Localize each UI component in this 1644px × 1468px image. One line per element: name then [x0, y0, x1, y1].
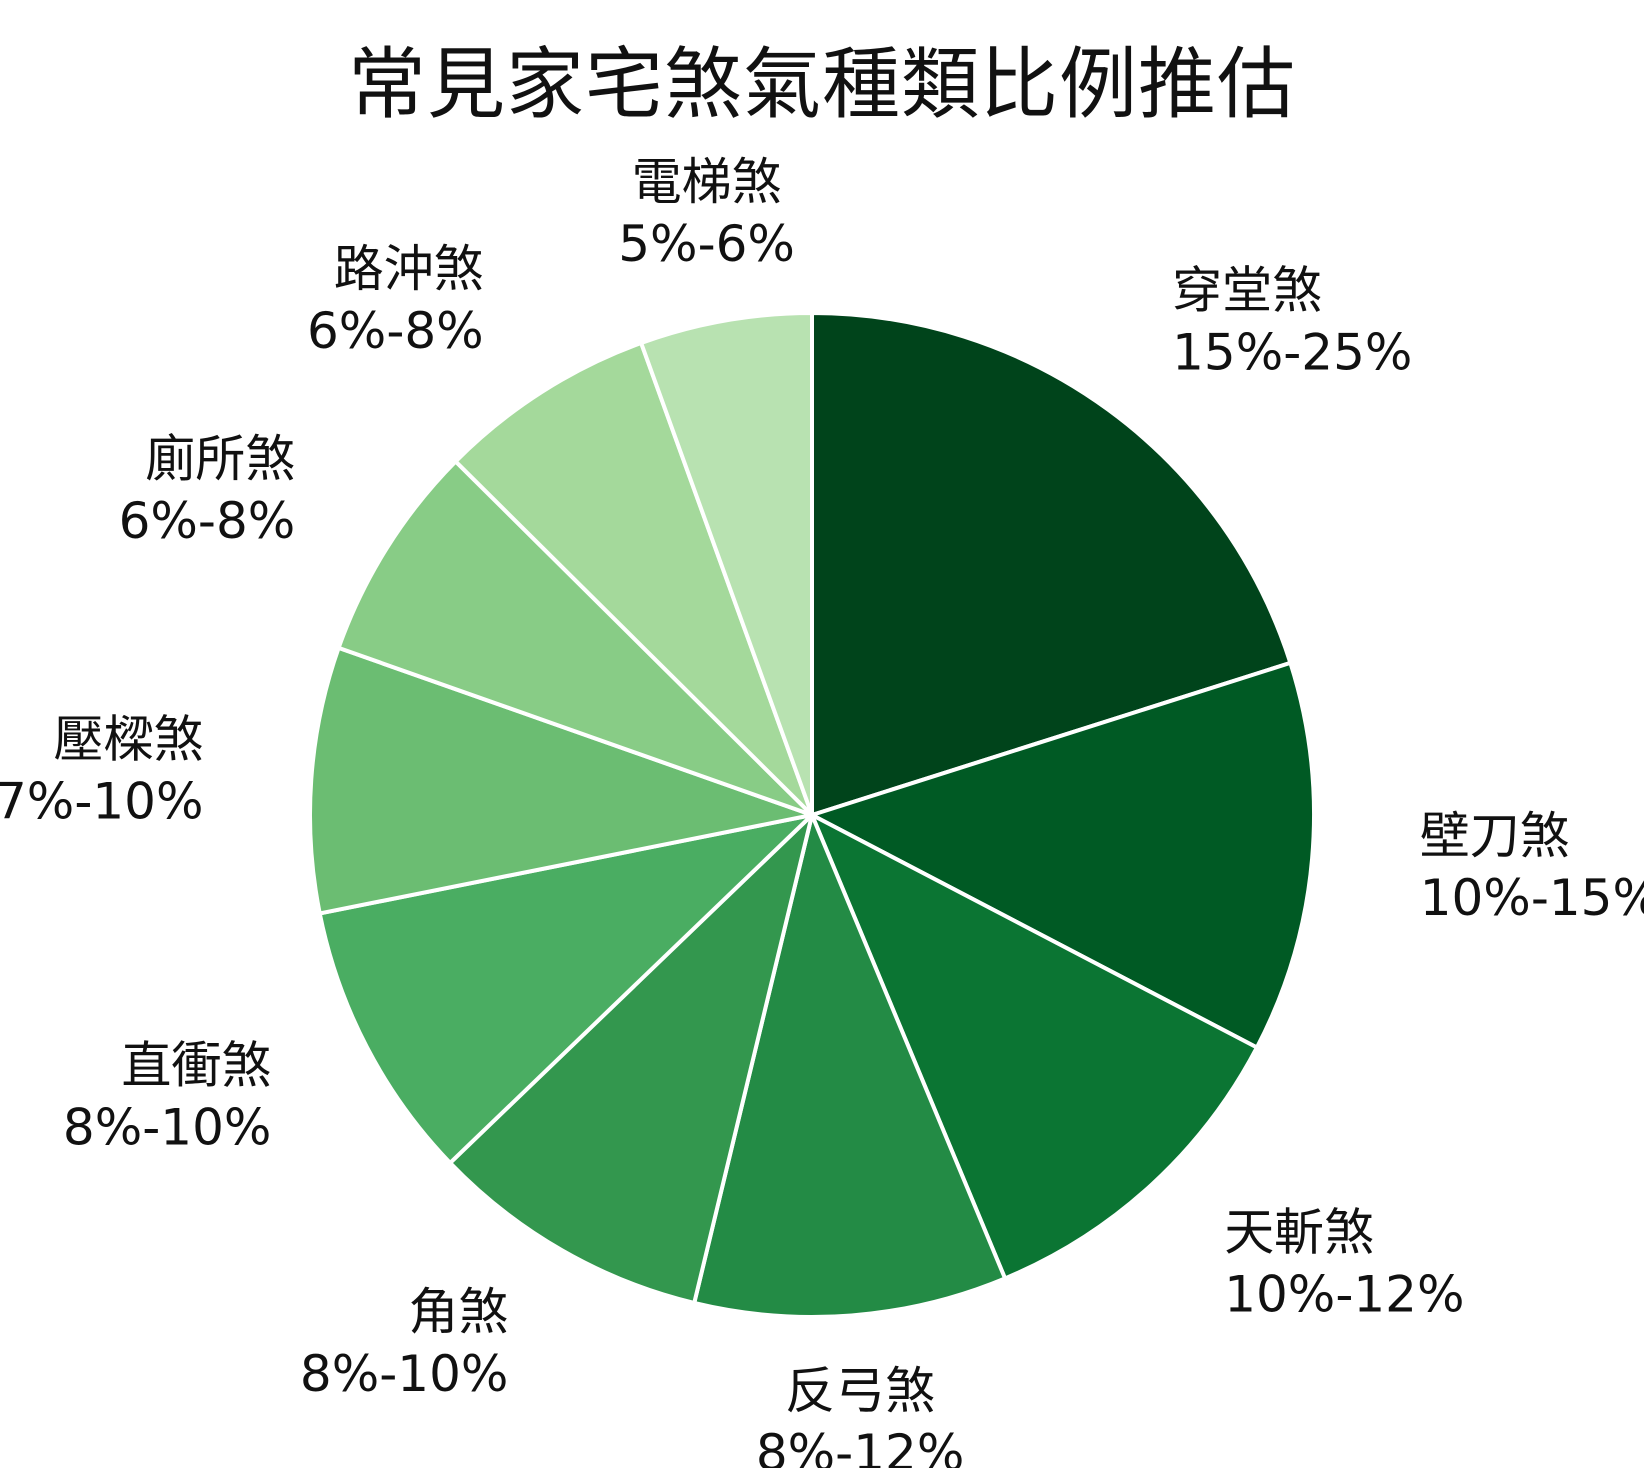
slice-range-label: 8%-10% — [300, 1345, 509, 1403]
pie-slice-3 — [692, 813, 1008, 1319]
pie-slice-6 — [308, 645, 814, 916]
pie-slice-0 — [810, 311, 1293, 817]
slice-range-label: 10%-15% — [1420, 869, 1644, 927]
slice-name-label: 反弓煞 — [785, 1362, 935, 1420]
slice-label-5: 直衝煞 8%-10% — [63, 1037, 272, 1157]
pie-slice-2 — [810, 813, 1259, 1281]
slice-range-label: 10%-12% — [1224, 1266, 1464, 1324]
slice-label-1: 壁刀煞 10%-15% — [1420, 807, 1644, 927]
slice-label-2: 天斬煞 10%-12% — [1224, 1204, 1464, 1324]
slice-label-0: 穿堂煞 15%-25% — [1172, 262, 1412, 382]
slice-name-label: 角煞 — [408, 1283, 508, 1341]
slice-name-label: 電梯煞 — [632, 153, 782, 211]
slice-range-label: 6%-8% — [119, 492, 296, 550]
slice-range-label: 8%-10% — [63, 1099, 272, 1157]
slice-name-label: 穿堂煞 — [1172, 262, 1322, 320]
chart-title: 常見家宅煞氣種類比例推估 — [347, 40, 1296, 130]
pie-slices — [308, 311, 1316, 1319]
pie-slice-4 — [448, 813, 814, 1305]
pie-slice-5 — [317, 813, 814, 1165]
slice-name-label: 直衝煞 — [121, 1037, 271, 1095]
slice-name-label: 路沖煞 — [334, 240, 484, 298]
slice-label-3: 反弓煞 8%-12% — [756, 1362, 965, 1468]
pie-slice-8 — [453, 340, 814, 817]
slice-name-label: 天斬煞 — [1224, 1204, 1374, 1262]
slice-name-label: 壁刀煞 — [1420, 807, 1570, 865]
slice-label-7: 廁所煞 6%-8% — [119, 430, 296, 550]
pie-slice-7 — [336, 459, 814, 817]
slice-label-9: 電梯煞 5%-6% — [618, 153, 795, 273]
slice-label-4: 角煞 8%-10% — [300, 1283, 509, 1403]
slice-label-8: 路沖煞 6%-8% — [307, 240, 484, 360]
pie-slice-9 — [639, 311, 814, 817]
slice-range-label: 8%-12% — [756, 1424, 965, 1468]
slice-label-6: 壓樑煞 7%-10% — [0, 711, 204, 831]
slice-range-label: 6%-8% — [307, 302, 484, 360]
slice-range-label: 15%-25% — [1172, 324, 1412, 382]
slice-name-label: 廁所煞 — [145, 430, 295, 488]
pie-labels: 穿堂煞 15%-25% 壁刀煞 10%-15% 天斬煞 10%-12% 反弓煞 8%-12% 角… — [0, 153, 1644, 1468]
slice-range-label: 5%-6% — [618, 215, 795, 273]
slice-name-label: 壓樑煞 — [54, 711, 204, 769]
pie-slice-1 — [810, 660, 1316, 1050]
slice-range-label: 7%-10% — [0, 773, 204, 831]
